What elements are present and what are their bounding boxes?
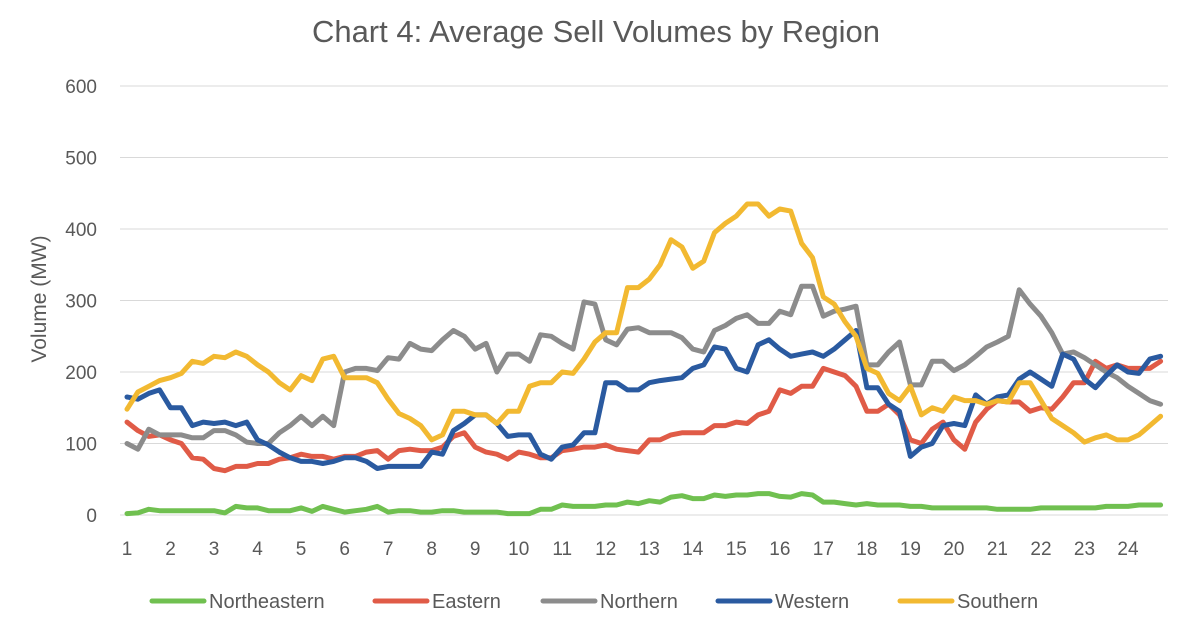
series-line-northern (124, 283, 1164, 452)
legend-label: Northeastern (209, 591, 325, 613)
x-tick-label: 17 (813, 539, 834, 560)
gridlines (120, 85, 1168, 516)
series-lines (124, 201, 1164, 517)
x-tick-label: 24 (1117, 539, 1139, 560)
legend-item-northeastern[interactable]: Northeastern (149, 591, 325, 613)
x-tick-label: 10 (508, 539, 529, 560)
x-tick-label: 20 (943, 539, 964, 560)
legend-label: Northern (600, 591, 678, 613)
x-tick-label: 11 (552, 539, 572, 560)
legend-label: Southern (957, 591, 1038, 613)
legend-item-eastern[interactable]: Eastern (372, 591, 501, 613)
y-tick-label: 100 (65, 435, 97, 456)
y-axis-label: Volume (MW) (28, 235, 51, 362)
x-tick-label: 8 (426, 539, 437, 560)
y-axis-ticks: 0 100 200 300 400 500 600 (65, 77, 97, 527)
x-tick-label: 2 (165, 539, 176, 560)
x-tick-label: 21 (987, 539, 1008, 560)
legend-item-northern[interactable]: Northern (540, 591, 678, 613)
y-tick-label: 400 (65, 220, 97, 241)
legend-label: Eastern (432, 591, 501, 613)
x-tick-label: 16 (769, 539, 790, 560)
x-tick-label: 23 (1074, 539, 1095, 560)
series-line-southern (124, 201, 1164, 445)
chart-title: Chart 4: Average Sell Volumes by Region (312, 14, 880, 49)
y-tick-label: 300 (65, 292, 97, 313)
legend-label: Western (775, 591, 849, 613)
y-tick-label: 0 (86, 506, 97, 527)
y-tick-label: 500 (65, 149, 97, 170)
x-tick-label: 15 (726, 539, 747, 560)
x-tick-label: 4 (252, 539, 263, 560)
legend-item-southern[interactable]: Southern (897, 591, 1038, 613)
x-tick-label: 13 (639, 539, 660, 560)
x-tick-label: 5 (296, 539, 307, 560)
legend[interactable]: Northeastern Eastern Northern Western Southe… (149, 591, 1038, 613)
y-tick-label: 200 (65, 363, 97, 384)
y-tick-label: 600 (65, 77, 97, 98)
x-tick-label: 1 (122, 539, 133, 560)
x-tick-label: 18 (856, 539, 877, 560)
legend-item-western[interactable]: Western (715, 591, 849, 613)
x-tick-label: 19 (900, 539, 921, 560)
x-tick-label: 14 (682, 539, 704, 560)
x-tick-label: 7 (383, 539, 394, 560)
x-tick-label: 22 (1030, 539, 1051, 560)
x-tick-label: 9 (470, 539, 481, 560)
x-axis-ticks: 1 2 3 4 5 6 7 8 9 10 11 12 13 14 15 16 17 18 19 20 21 22 23 24 (122, 539, 1139, 560)
x-tick-label: 6 (339, 539, 350, 560)
x-tick-label: 12 (595, 539, 616, 560)
series-line-eastern (124, 358, 1164, 474)
x-tick-label: 3 (209, 539, 220, 560)
series-line-northeastern (124, 491, 1164, 517)
